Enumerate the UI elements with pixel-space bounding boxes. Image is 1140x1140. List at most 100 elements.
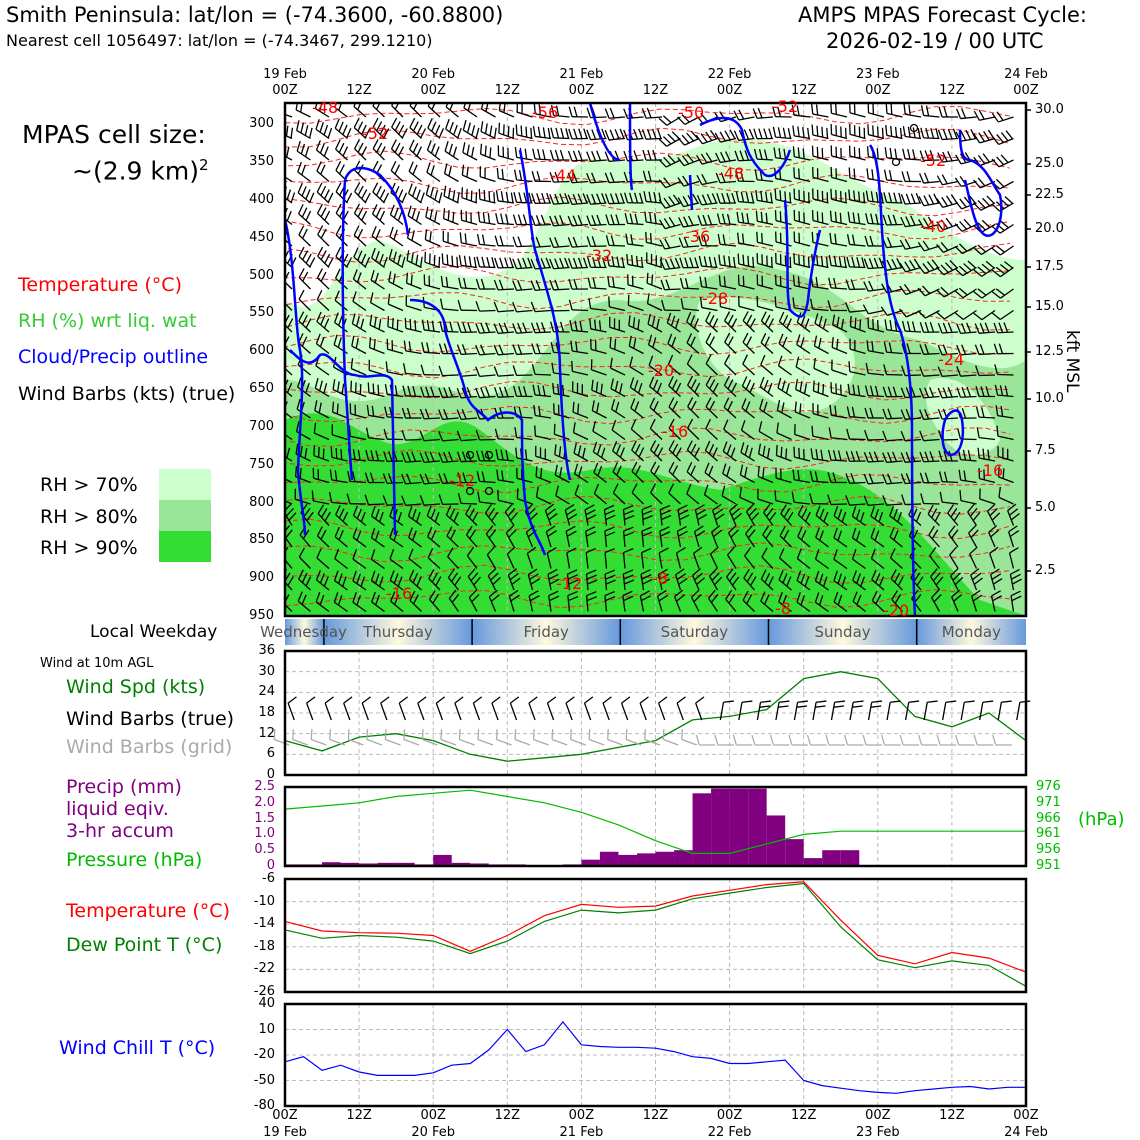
upper-wind-barb-flag	[411, 230, 415, 241]
upper-wind-barb-flag	[944, 262, 954, 271]
upper-wind-barb	[760, 320, 774, 333]
upper-wind-barb-flag	[320, 250, 327, 261]
upper-wind-barb-flag	[379, 210, 386, 221]
top-hour-label: 00Z	[865, 83, 891, 98]
upper-wind-barb-flag	[630, 234, 634, 245]
upper-wind-barb	[665, 180, 681, 189]
pressure-tick: 650	[249, 381, 274, 396]
upper-wind-barb-flag	[537, 148, 541, 160]
upper-wind-barb-flag	[641, 505, 653, 511]
upper-wind-barb	[705, 320, 718, 333]
upper-wind-barb-flag	[623, 569, 634, 575]
upper-wind-barb	[535, 455, 552, 462]
upper-wind-barb-flag	[872, 125, 874, 136]
upper-wind-barb-flag	[587, 277, 592, 289]
upper-wind-barb	[813, 390, 829, 398]
upper-wind-barb-flag	[822, 383, 825, 395]
upper-wind-barb	[701, 159, 718, 165]
upper-wind-barb-flag	[611, 419, 617, 431]
upper-wind-barb	[622, 574, 626, 591]
upper-wind-barb	[887, 309, 903, 317]
upper-wind-barb-flag	[285, 547, 289, 553]
upper-wind-barb-flag	[905, 473, 911, 484]
upper-wind-barb-flag	[631, 254, 634, 266]
upper-wind-barb	[682, 245, 700, 248]
upper-wind-barb-flag	[750, 192, 755, 204]
upper-wind-barb	[285, 155, 293, 161]
upper-wind-barb-flag	[481, 256, 486, 268]
upper-wind-barb	[564, 509, 571, 526]
upper-wind-barb-flag	[449, 321, 454, 332]
upper-wind-barb-flag	[811, 103, 814, 115]
upper-wind-barb-flag	[973, 202, 982, 211]
upper-wind-barb	[756, 116, 774, 119]
upper-wind-barb-flag	[334, 268, 341, 279]
upper-wind-barb	[757, 498, 774, 505]
upper-wind-barb-flag	[727, 379, 734, 390]
upper-wind-barb-flag	[353, 203, 360, 214]
upper-wind-barb	[409, 599, 422, 612]
upper-wind-barb-flag	[302, 250, 309, 261]
upper-wind-barb-flag	[468, 508, 475, 518]
upper-wind-barb-flag	[848, 167, 851, 178]
legend-cloud: Cloud/Precip outline	[18, 346, 209, 368]
upper-wind-barb-flag	[686, 132, 695, 142]
upper-wind-barb-flag	[592, 277, 597, 289]
upper-wind-barb-flag	[658, 547, 669, 554]
upper-wind-barb-flag	[388, 451, 393, 462]
upper-wind-barb-flag	[476, 471, 481, 482]
upper-wind-barb	[981, 266, 996, 277]
surface-wind-barb-true-flag	[964, 700, 975, 703]
cell-size-sup: 2	[199, 156, 209, 174]
upper-wind-barb	[331, 456, 348, 462]
upper-wind-barb-flag	[378, 318, 382, 330]
upper-wind-barb	[406, 305, 422, 312]
upper-wind-barb-flag	[722, 234, 726, 245]
upper-wind-barb-flag	[686, 462, 693, 473]
surface-wind-barb-true	[923, 702, 928, 721]
upper-wind-barb-flag	[337, 337, 342, 348]
surface-wind-barb-true-flag	[890, 700, 901, 703]
upper-wind-barb-flag	[431, 572, 438, 583]
upper-wind-barb-flag	[682, 175, 690, 186]
upper-wind-barb-flag	[447, 568, 455, 578]
upper-wind-barb-flag	[353, 247, 359, 258]
upper-wind-barb-flag	[848, 361, 851, 372]
upper-wind-barb	[479, 501, 496, 505]
upper-wind-barb-flag	[555, 105, 560, 117]
upper-wind-barb-flag	[954, 312, 964, 321]
upper-wind-barb-flag	[714, 132, 721, 143]
upper-wind-barb-flag	[317, 246, 324, 257]
upper-wind-barb-flag	[606, 255, 610, 267]
upper-wind-barb-flag	[991, 203, 1001, 212]
upper-wind-barb-flag	[425, 184, 430, 195]
upper-wind-barb	[758, 430, 774, 441]
upper-wind-barb-flag	[549, 172, 555, 183]
upper-wind-barb-flag	[351, 313, 356, 324]
upper-wind-barb-flag	[623, 129, 629, 140]
upper-wind-barb-flag	[542, 385, 546, 397]
upper-wind-barb	[429, 598, 441, 612]
upper-wind-barb	[389, 236, 404, 247]
upper-wind-barb-flag	[947, 322, 953, 333]
upper-wind-barb	[387, 371, 404, 376]
upper-wind-barb	[574, 473, 589, 484]
surface-wind-barb-grid	[551, 738, 568, 746]
upper-wind-barb-flag	[416, 124, 423, 135]
upper-wind-barb-flag	[420, 364, 425, 375]
upper-wind-barb-flag	[445, 505, 452, 516]
upper-wind-barb	[386, 416, 404, 419]
upper-wind-barb	[757, 305, 774, 312]
upper-wind-barb-flag	[859, 319, 862, 330]
upper-wind-barb-flag	[660, 578, 671, 585]
upper-wind-barb-flag	[825, 256, 829, 268]
upper-wind-barb	[298, 255, 311, 268]
upper-wind-barb-flag	[420, 128, 427, 139]
upper-wind-barb	[608, 180, 626, 184]
upper-wind-barb-flag	[550, 342, 555, 353]
upper-wind-barb-flag	[447, 187, 451, 199]
upper-wind-barb-flag	[297, 182, 303, 194]
upper-wind-barb-flag	[774, 189, 777, 200]
upper-wind-barb-flag	[647, 149, 652, 161]
upper-wind-barb	[794, 456, 811, 462]
